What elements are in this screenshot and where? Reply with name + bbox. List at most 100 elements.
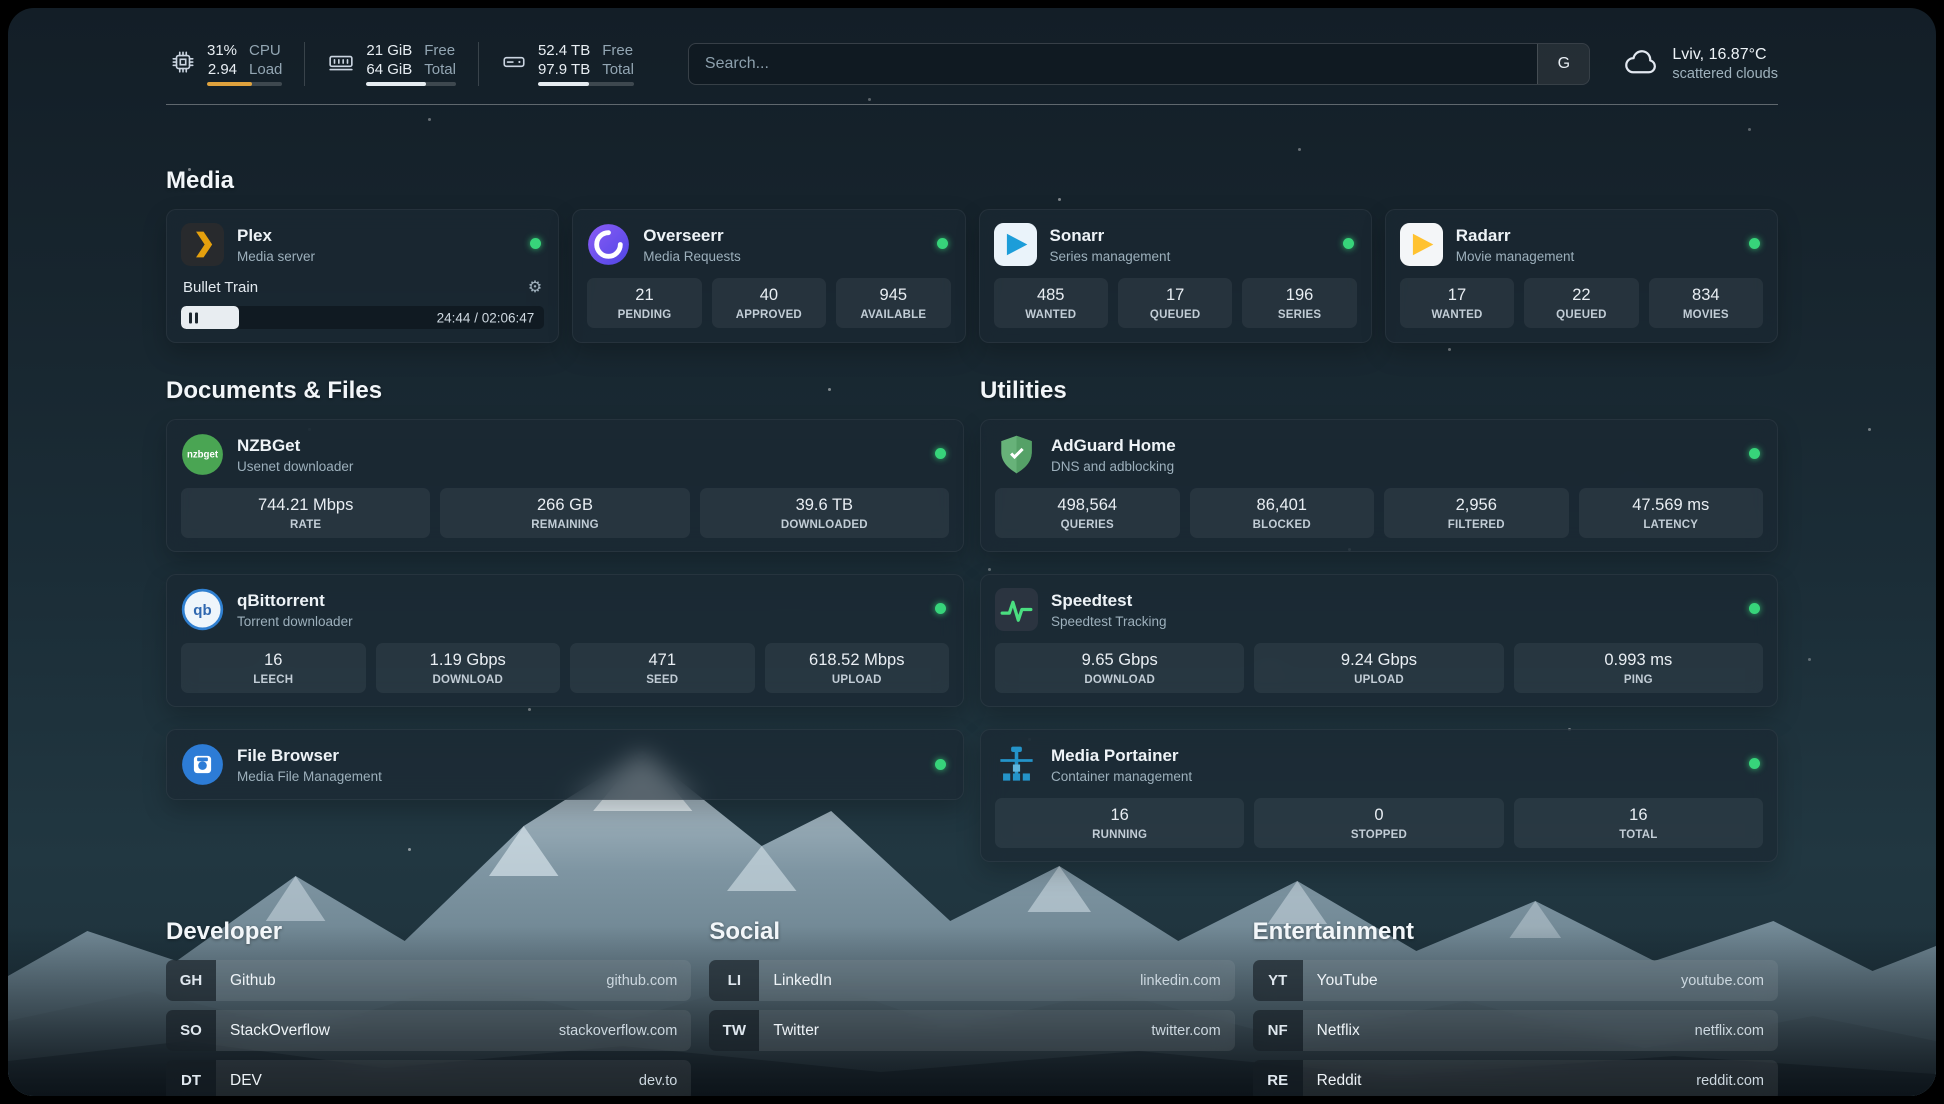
service-name: Sonarr	[1049, 225, 1105, 245]
search-provider-button[interactable]: G	[1537, 44, 1590, 84]
playback-progress-bar[interactable]: 24:44 / 02:06:47	[181, 306, 545, 329]
stat-stopped: 0 STOPPED	[1254, 798, 1504, 848]
service-card-nzbget[interactable]: nzbget NZBGet Usenet downloader 744.21 M…	[166, 419, 964, 552]
disk-free-label: Free	[602, 42, 634, 59]
service-card-filebrowser[interactable]: File Browser Media File Management	[166, 729, 964, 800]
service-name: Radarr	[1455, 225, 1511, 245]
dashboard-screen: 31% 2.94 CPU Load	[8, 8, 1936, 1096]
service-name: File Browser	[237, 745, 340, 765]
stat-rate: 744.21 Mbps RATE	[181, 488, 431, 538]
stat-movies: 834 MOVIES	[1648, 278, 1764, 328]
cpu-chip-icon	[170, 49, 196, 80]
status-dot	[936, 238, 948, 249]
service-name: Plex	[237, 225, 272, 245]
bookmark-reddit[interactable]: RE Reddit reddit.com	[1252, 1060, 1778, 1096]
cpu-percent: 31%	[207, 42, 238, 59]
bookmark-twitter[interactable]: TW Twitter twitter.com	[709, 1010, 1235, 1051]
stat-pending: 21 PENDING	[587, 278, 702, 328]
stat-series: 196 SERIES	[1242, 278, 1357, 328]
service-desc: Speedtest Tracking	[1051, 613, 1167, 629]
service-name: AdGuard Home	[1051, 435, 1176, 455]
stat-download: 9.65 Gbps DOWNLOAD	[995, 643, 1245, 693]
svg-text:qb: qb	[193, 602, 211, 619]
bookmark-github[interactable]: GH Github github.com	[166, 960, 692, 1001]
documents-column: Documents & Files nzbget NZBGet Usenet d…	[166, 377, 964, 862]
service-desc: DNS and adblocking	[1051, 458, 1175, 474]
stat-upload: 618.52 Mbps UPLOAD	[764, 643, 949, 693]
service-card-sonarr[interactable]: Sonarr Series management 485 WANTED 17 QUE…	[978, 209, 1372, 343]
bookmark-netflix[interactable]: NF Netflix netflix.com	[1252, 1010, 1778, 1051]
service-card-portainer[interactable]: Media Portainer Container management 16 R…	[980, 729, 1778, 862]
service-desc: Series management	[1049, 248, 1171, 264]
stat-leech: 16 LEECH	[181, 643, 366, 693]
snow-particles	[8, 8, 11, 11]
service-card-radarr[interactable]: Radarr Movie management 17 WANTED 22 QUEUE…	[1384, 209, 1778, 343]
ram-total-label: Total	[424, 61, 456, 78]
status-dot	[935, 603, 946, 614]
now-playing-title: Bullet Train	[183, 278, 259, 296]
service-card-adguard[interactable]: AdGuard Home DNS and adblocking 498,564 Q…	[980, 419, 1778, 552]
stat-queries: 498,564 QUERIES	[995, 488, 1180, 538]
utilities-column: Utilities AdGuard Home DNS	[980, 377, 1778, 862]
dev-icon: DT	[166, 1060, 216, 1096]
gear-icon[interactable]: ⚙	[527, 279, 543, 296]
service-card-plex[interactable]: Plex Media server Bullet Train ⚙ 24:44 /	[166, 209, 560, 343]
stat-ping: 0.993 ms PING	[1513, 643, 1763, 693]
search-input[interactable]	[688, 44, 1538, 84]
search-bar: G	[687, 43, 1591, 85]
service-card-qbittorrent[interactable]: qb qBittorrent Torrent downloader 16 LEEC…	[166, 574, 964, 707]
adguard-shield-icon	[995, 433, 1038, 476]
cloud-icon	[1622, 46, 1660, 83]
status-dot	[935, 759, 946, 770]
sonarr-icon	[993, 223, 1037, 266]
service-name: qBittorrent	[237, 590, 325, 610]
bookmark-linkedin[interactable]: LI LinkedIn linkedin.com	[709, 960, 1235, 1001]
disk-usage-bar	[537, 82, 634, 86]
bookmark-stackoverflow[interactable]: SO StackOverflow stackoverflow.com	[166, 1010, 692, 1051]
stat-upload: 9.24 Gbps UPLOAD	[1254, 643, 1504, 693]
service-desc: Media server	[237, 248, 316, 264]
service-card-speedtest[interactable]: Speedtest Speedtest Tracking 9.65 Gbps DO…	[980, 574, 1778, 707]
speedtest-icon	[995, 588, 1038, 631]
plex-now-playing: Bullet Train ⚙ 24:44 / 02:06:47	[181, 277, 545, 329]
service-desc: Container management	[1051, 768, 1193, 784]
bookmark-dev[interactable]: DT DEV dev.to	[166, 1060, 692, 1096]
disk-icon	[501, 49, 527, 80]
cpu-load-value: 2.94	[207, 61, 238, 78]
pause-icon[interactable]	[189, 312, 198, 323]
bookmark-youtube[interactable]: YT YouTube youtube.com	[1252, 960, 1778, 1001]
stat-queued: 17 QUEUED	[1117, 278, 1233, 328]
bookmarks-social: Social LI LinkedIn linkedin.com TW Twitt…	[709, 918, 1235, 1096]
stat-queued: 22 QUEUED	[1524, 278, 1639, 328]
playback-time: 24:44 / 02:06:47	[436, 310, 535, 325]
nzbget-icon: nzbget	[181, 433, 224, 476]
service-desc: Media Requests	[643, 248, 741, 264]
service-card-overseerr[interactable]: Overseerr Media Requests 21 PENDING 40 APP…	[572, 209, 966, 343]
cpu-usage-bar	[207, 82, 283, 86]
status-dot	[1749, 448, 1760, 459]
stat-latency: 47.569 ms LATENCY	[1578, 488, 1763, 538]
stat-remaining: 266 GB REMAINING	[440, 488, 690, 538]
disk-free-value: 52.4 TB	[537, 42, 591, 59]
portainer-icon	[995, 743, 1038, 786]
stackoverflow-icon: SO	[166, 1010, 216, 1051]
cpu-widget: 31% 2.94 CPU Load	[166, 42, 304, 86]
stat-total: 16 TOTAL	[1513, 798, 1763, 848]
section-title-developer: Developer	[166, 918, 283, 945]
disk-total-value: 97.9 TB	[537, 61, 591, 78]
weather-location: Lviv, 16.87°C	[1672, 46, 1767, 63]
ram-widget: 21 GiB 64 GiB Free Total	[304, 42, 478, 86]
stat-downloaded: 39.6 TB DOWNLOADED	[699, 488, 949, 538]
header-divider	[166, 104, 1778, 105]
service-desc: Media File Management	[237, 768, 382, 784]
github-icon: GH	[166, 960, 216, 1001]
disk-widget: 52.4 TB 97.9 TB Free Total	[477, 42, 656, 86]
status-dot	[530, 238, 542, 249]
service-desc: Movie management	[1455, 248, 1575, 264]
weather-widget: Lviv, 16.87°C scattered clouds	[1622, 46, 1778, 83]
stat-seed: 471 SEED	[570, 643, 755, 693]
stat-blocked: 86,401 BLOCKED	[1189, 488, 1374, 538]
ram-free-label: Free	[424, 42, 456, 59]
cpu-label: CPU	[249, 42, 281, 59]
service-name: Speedtest	[1051, 590, 1133, 610]
